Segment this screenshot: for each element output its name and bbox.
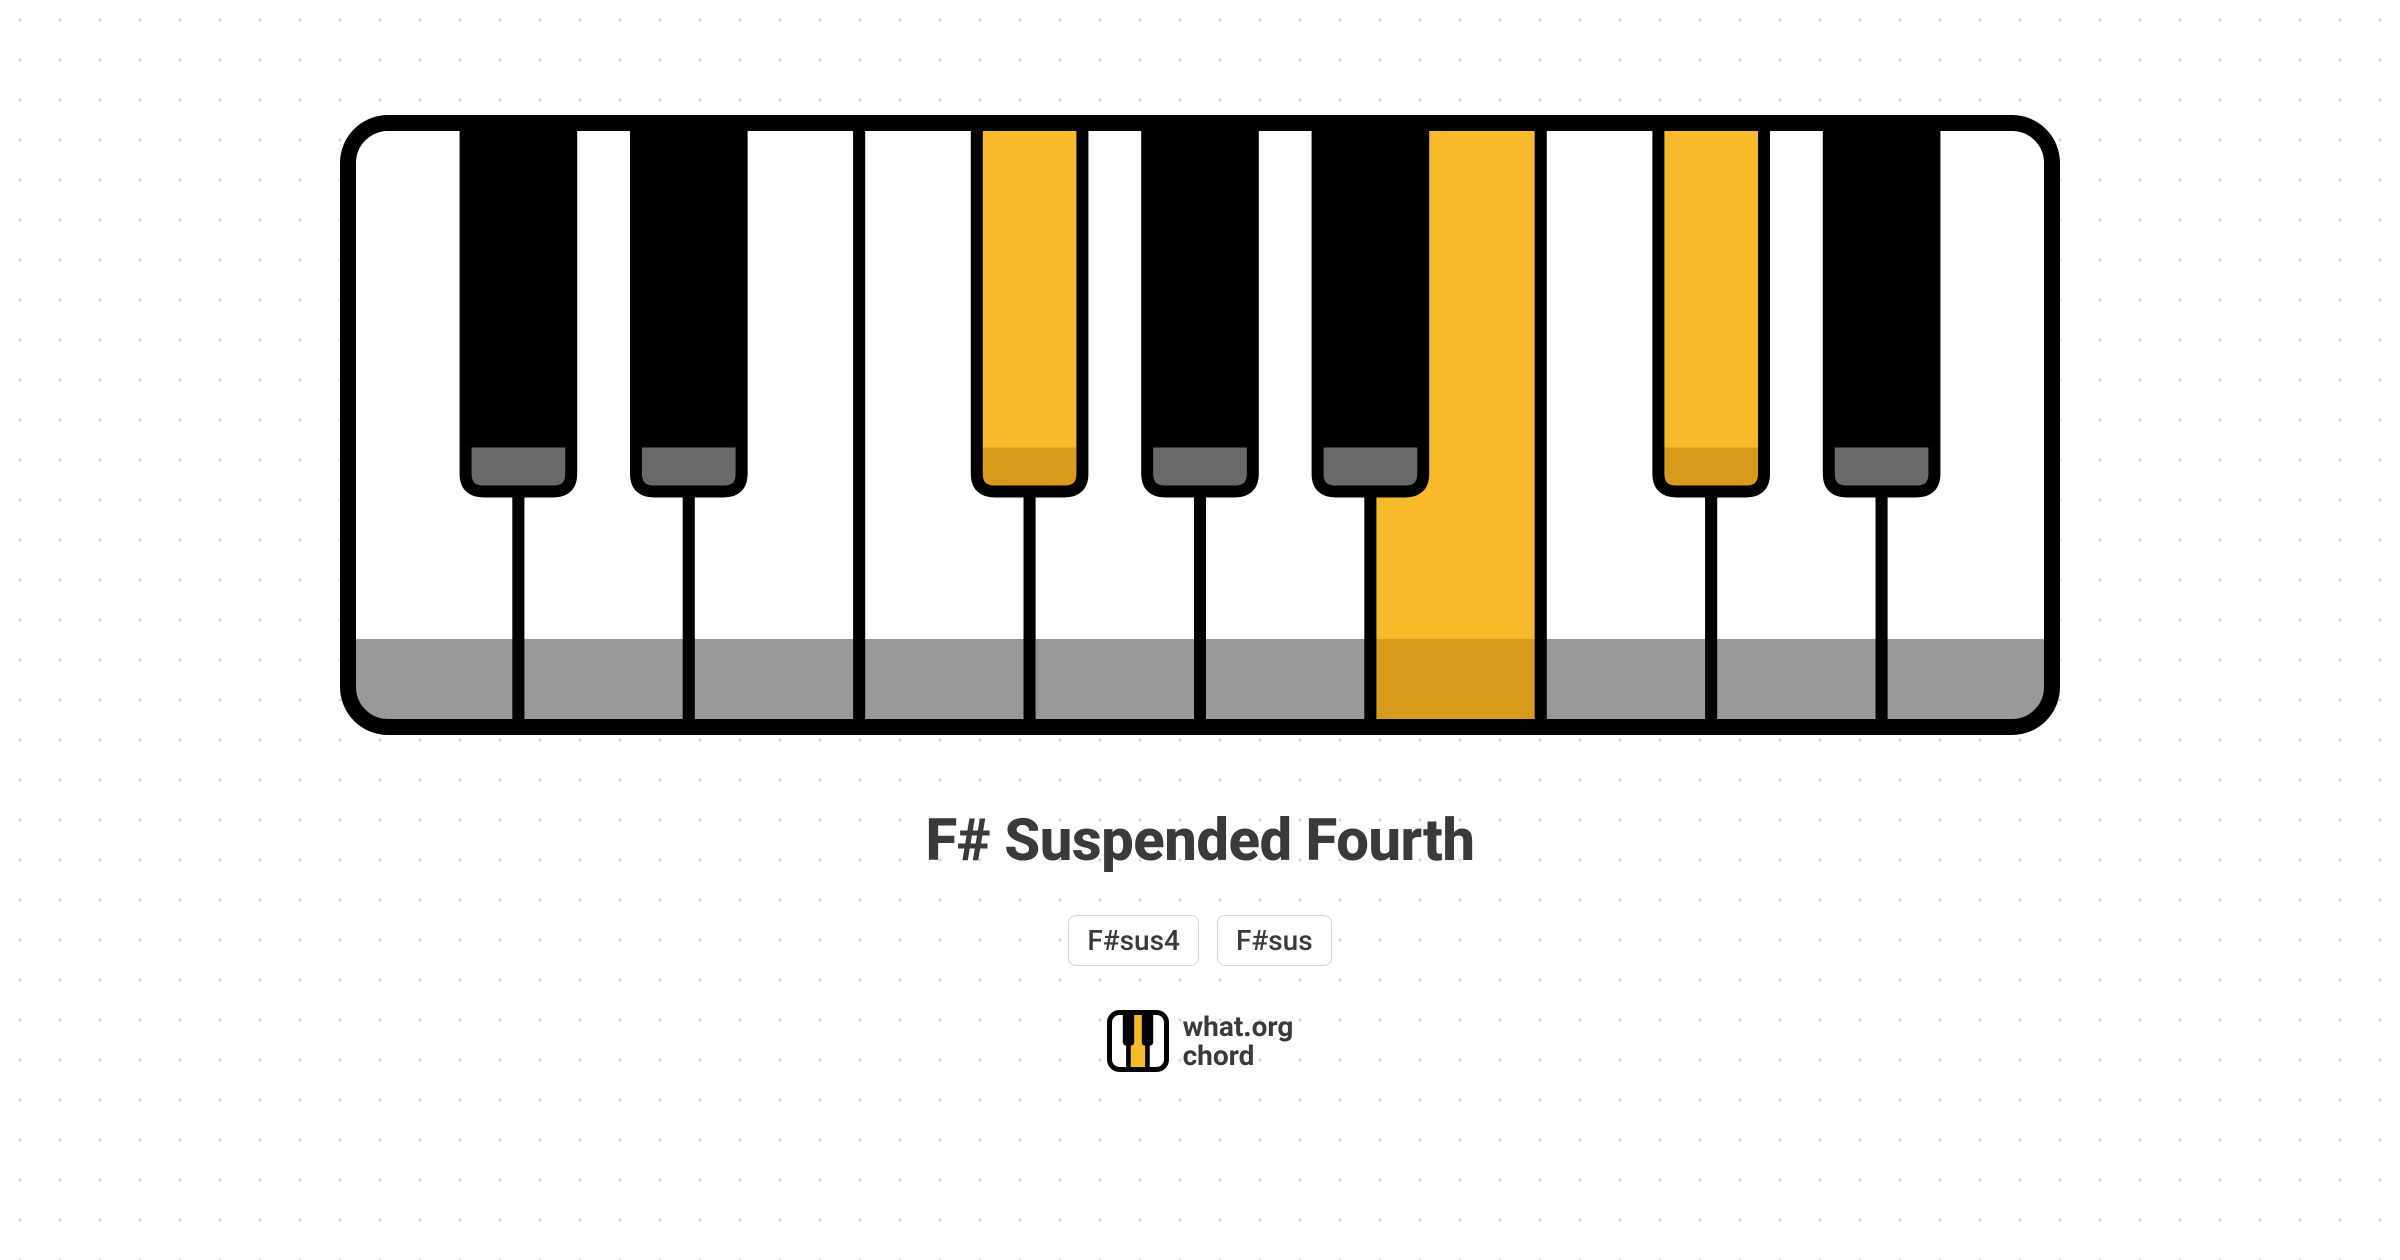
keyboard-diagram [340, 115, 2060, 739]
brand-piano-icon [1107, 1010, 1169, 1072]
chord-alias: F#sus4 [1068, 915, 1199, 966]
brand-line-1: what.org [1183, 1012, 1294, 1041]
chord-title: F# Suspended Fourth [926, 807, 1475, 875]
keyboard-svg [340, 115, 2060, 735]
chord-alias: F#sus [1217, 915, 1332, 966]
brand-text: what.org chord [1183, 1012, 1294, 1071]
brand-dot: . [1243, 1010, 1251, 1043]
brand-org: org [1252, 1010, 1294, 1043]
brand: what.org chord [1107, 1010, 1294, 1072]
brand-line-2: chord [1183, 1041, 1294, 1070]
page: F# Suspended Fourth F#sus4 F#sus what.org… [0, 0, 2400, 1260]
brand-what: what [1183, 1010, 1244, 1043]
chord-aliases: F#sus4 F#sus [1068, 915, 1331, 966]
